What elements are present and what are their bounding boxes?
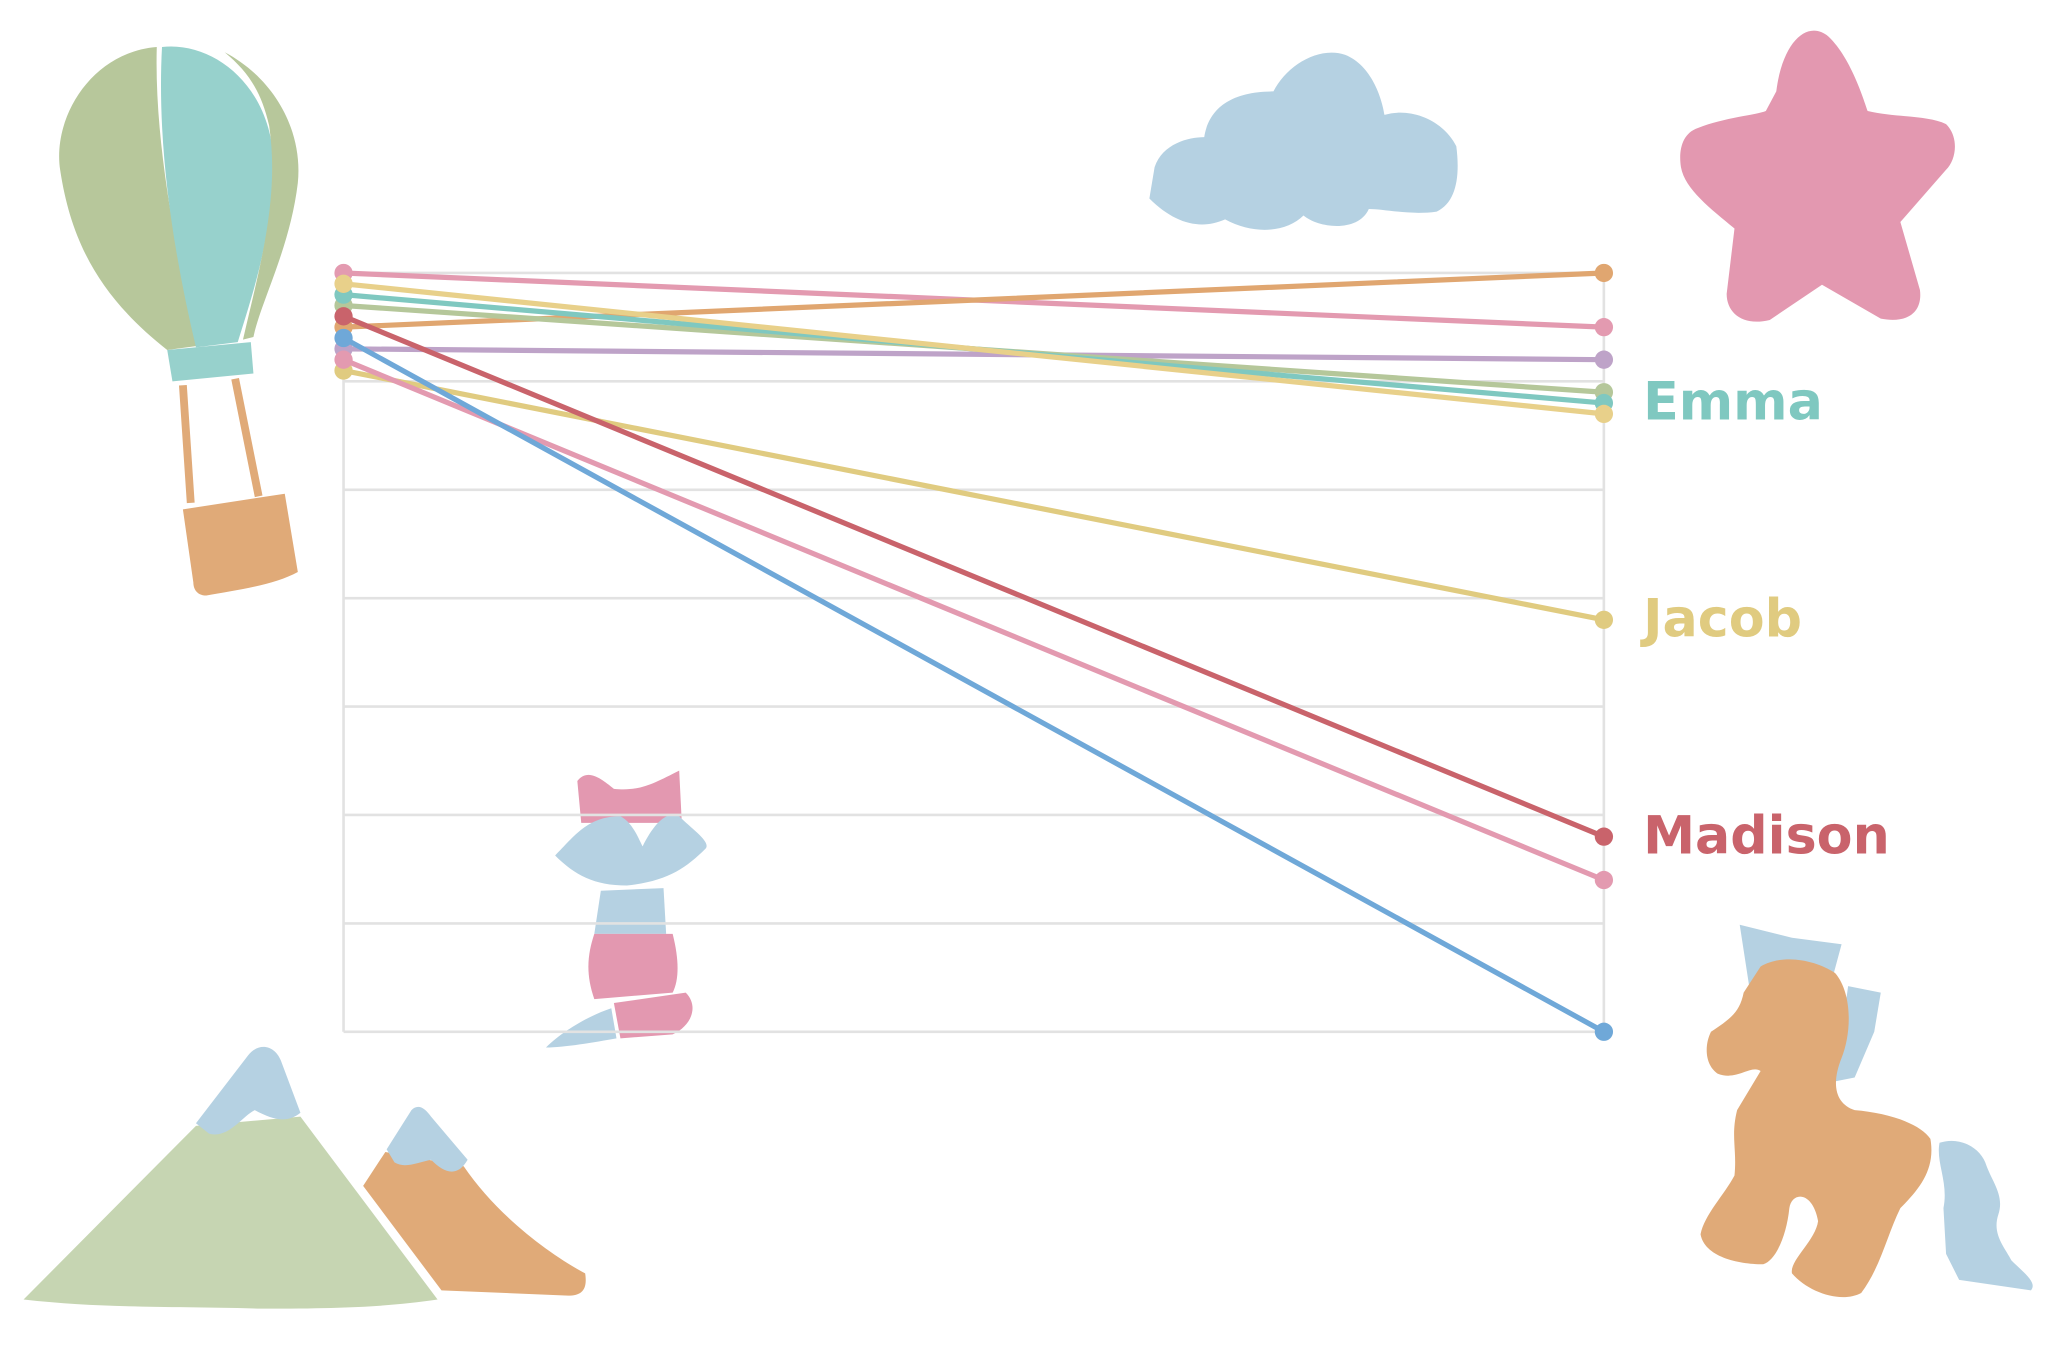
series-label: Jacob xyxy=(1640,589,1802,649)
series-line xyxy=(340,346,1607,363)
point xyxy=(334,307,353,326)
series-line xyxy=(340,367,1607,623)
point xyxy=(1594,318,1614,337)
star xyxy=(1680,30,1955,322)
series-line xyxy=(340,281,1607,417)
series-line xyxy=(340,335,1607,1035)
point xyxy=(334,328,353,348)
mountains xyxy=(23,1046,586,1309)
point xyxy=(1594,263,1614,283)
point xyxy=(334,274,353,293)
series-label: Madison xyxy=(1643,806,1890,866)
hot-air-balloon xyxy=(59,46,299,596)
point xyxy=(1594,827,1614,846)
point xyxy=(1594,350,1614,369)
point xyxy=(1594,610,1614,629)
series-line xyxy=(340,313,1607,840)
fox xyxy=(545,770,707,1048)
point xyxy=(1594,404,1614,424)
decorations xyxy=(23,30,2033,1309)
plot-area: Emma Jacob Madison xyxy=(334,263,1890,1041)
point xyxy=(334,350,353,369)
point xyxy=(1594,1022,1614,1041)
point xyxy=(1594,870,1614,890)
unicorn xyxy=(1700,924,2033,1298)
series-line xyxy=(340,357,1607,883)
cloud xyxy=(1149,52,1458,230)
series-label: Emma xyxy=(1643,373,1823,433)
grid xyxy=(342,271,1606,1034)
